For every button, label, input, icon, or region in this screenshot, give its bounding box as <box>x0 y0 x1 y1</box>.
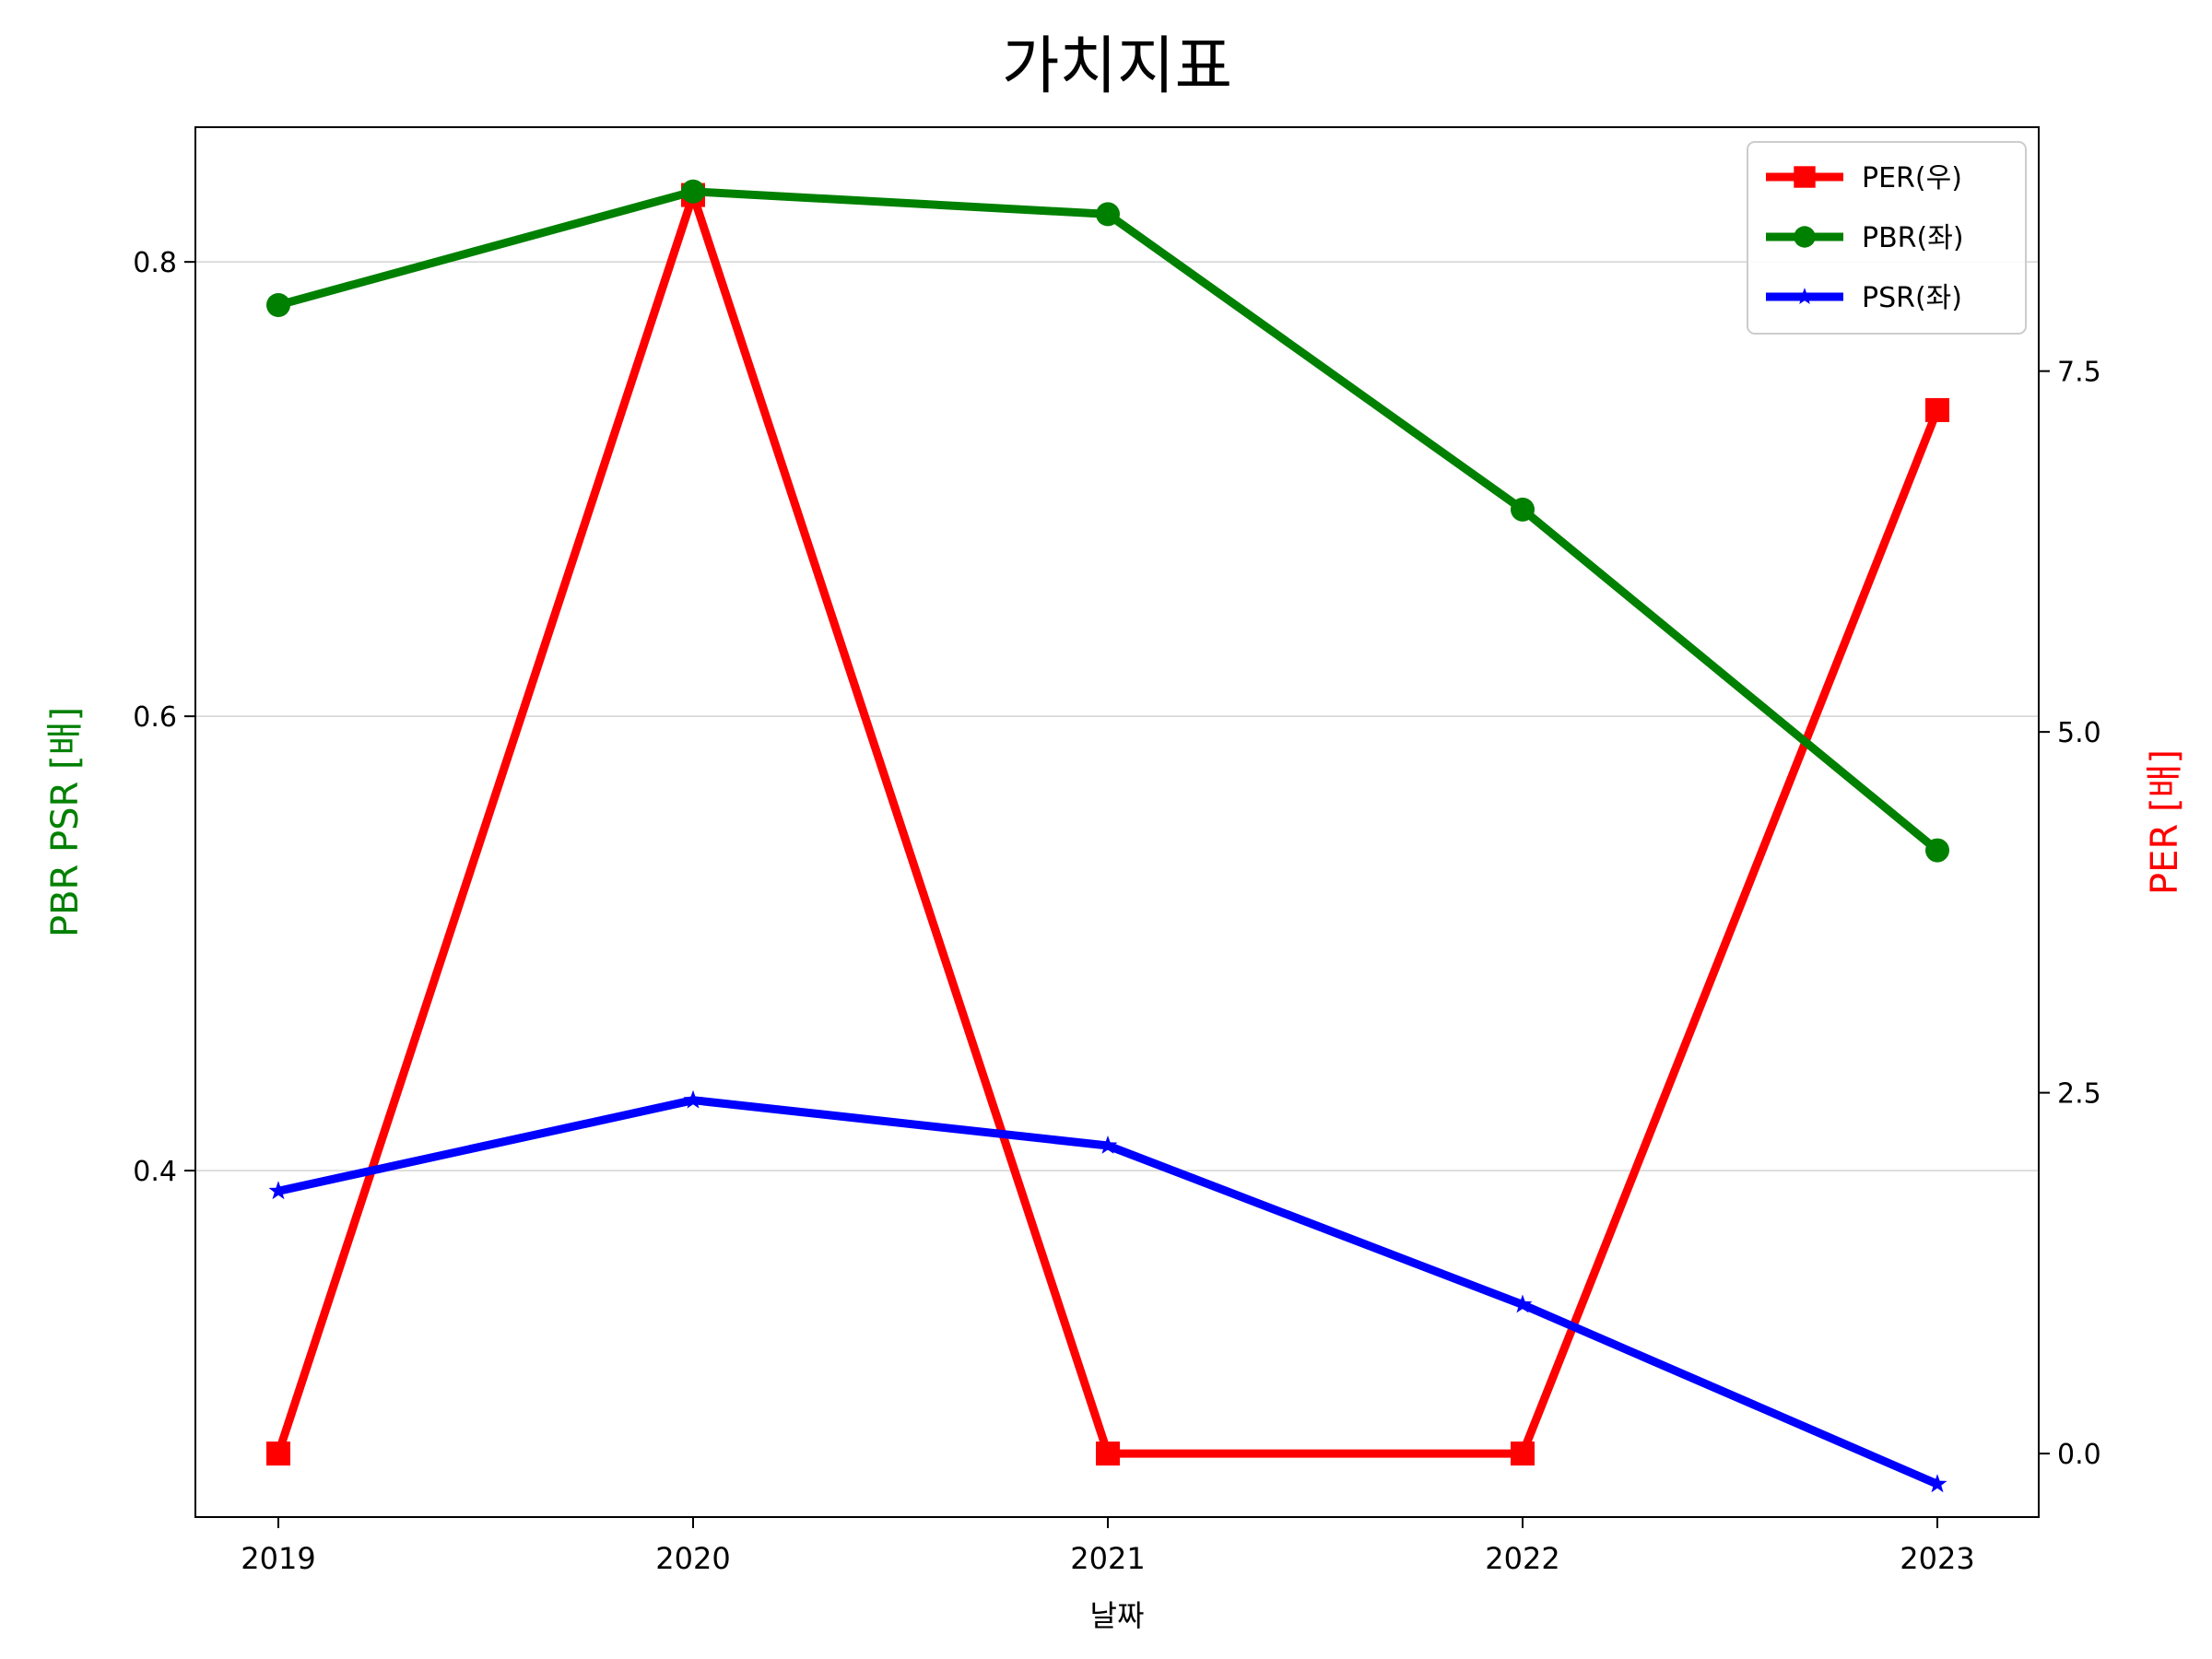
y-axis-label-left: PBR PSR [배] <box>44 707 87 937</box>
grid <box>195 261 2039 1171</box>
legend-marker <box>1795 288 1814 304</box>
data-point-PSR(좌)-2020 <box>683 1089 703 1109</box>
y-tick-label-right: 5.0 <box>2057 717 2101 749</box>
y-tick-label-left: 0.6 <box>133 701 177 734</box>
legend-item-PBR(좌): PBR(좌) <box>1766 222 1964 254</box>
legend-marker <box>1794 166 1816 188</box>
y-tick-label-left: 0.4 <box>133 1156 177 1188</box>
legend: PER(우) PBR(좌) PSR(좌) <box>1747 141 2027 335</box>
legend-box <box>1747 141 2027 335</box>
x-axis-label: 날짜 <box>1090 1598 1145 1633</box>
data-point-PER(우)-2022 <box>1511 1441 1535 1466</box>
data-point-PBR(좌)-2021 <box>1096 202 1120 227</box>
data-point-PER(우)-2023 <box>1925 397 1949 422</box>
y-tick-label-right: 2.5 <box>2057 1078 2101 1111</box>
data-point-PBR(좌)-2023 <box>1925 838 1949 863</box>
legend-item-PER(우): PER(우) <box>1766 162 1962 194</box>
legend-marker <box>1794 226 1816 248</box>
data-point-PER(우)-2021 <box>1096 1441 1120 1466</box>
data-point-PSR(좌)-2019 <box>268 1181 288 1200</box>
data-point-PBR(좌)-2019 <box>266 292 290 317</box>
data-point-PBR(좌)-2022 <box>1511 497 1535 522</box>
y-tick-label-right: 7.5 <box>2057 357 2101 389</box>
legend-label: PBR(좌) <box>1862 222 1964 254</box>
x-tick-label: 2019 <box>241 1541 315 1576</box>
x-tick-label: 2021 <box>1070 1541 1145 1576</box>
chart-title: 가치지표 <box>1002 30 1232 103</box>
series-layer <box>266 179 1949 1493</box>
x-tick-label: 2020 <box>655 1541 730 1576</box>
x-tick-label: 2022 <box>1485 1541 1559 1576</box>
legend-label: PSR(좌) <box>1862 282 1962 314</box>
data-point-PSR(좌)-2022 <box>1512 1294 1533 1313</box>
axes: 0.4 0.6 0.8 0.0 2.5 5.0 7.5 2019 2020 2021 2022 202… <box>133 247 2100 1576</box>
y-tick-label-right: 0.0 <box>2057 1439 2101 1471</box>
data-point-PER(우)-2019 <box>266 1441 290 1466</box>
plot-frame <box>194 126 2040 1518</box>
legend-label: PER(우) <box>1862 162 1962 194</box>
data-point-PSR(좌)-2023 <box>1927 1474 1947 1493</box>
x-tick-label: 2023 <box>1900 1541 1974 1576</box>
data-point-PBR(좌)-2020 <box>681 179 705 204</box>
data-point-PSR(좌)-2021 <box>1098 1135 1118 1154</box>
series-PBR(좌) <box>266 179 1949 863</box>
y-tick-label-left: 0.8 <box>133 247 177 279</box>
series-PSR(좌) <box>268 1089 1947 1493</box>
y-axis-label-right: PER [배] <box>2144 749 2186 895</box>
legend-item-PSR(좌): PSR(좌) <box>1766 282 1962 314</box>
